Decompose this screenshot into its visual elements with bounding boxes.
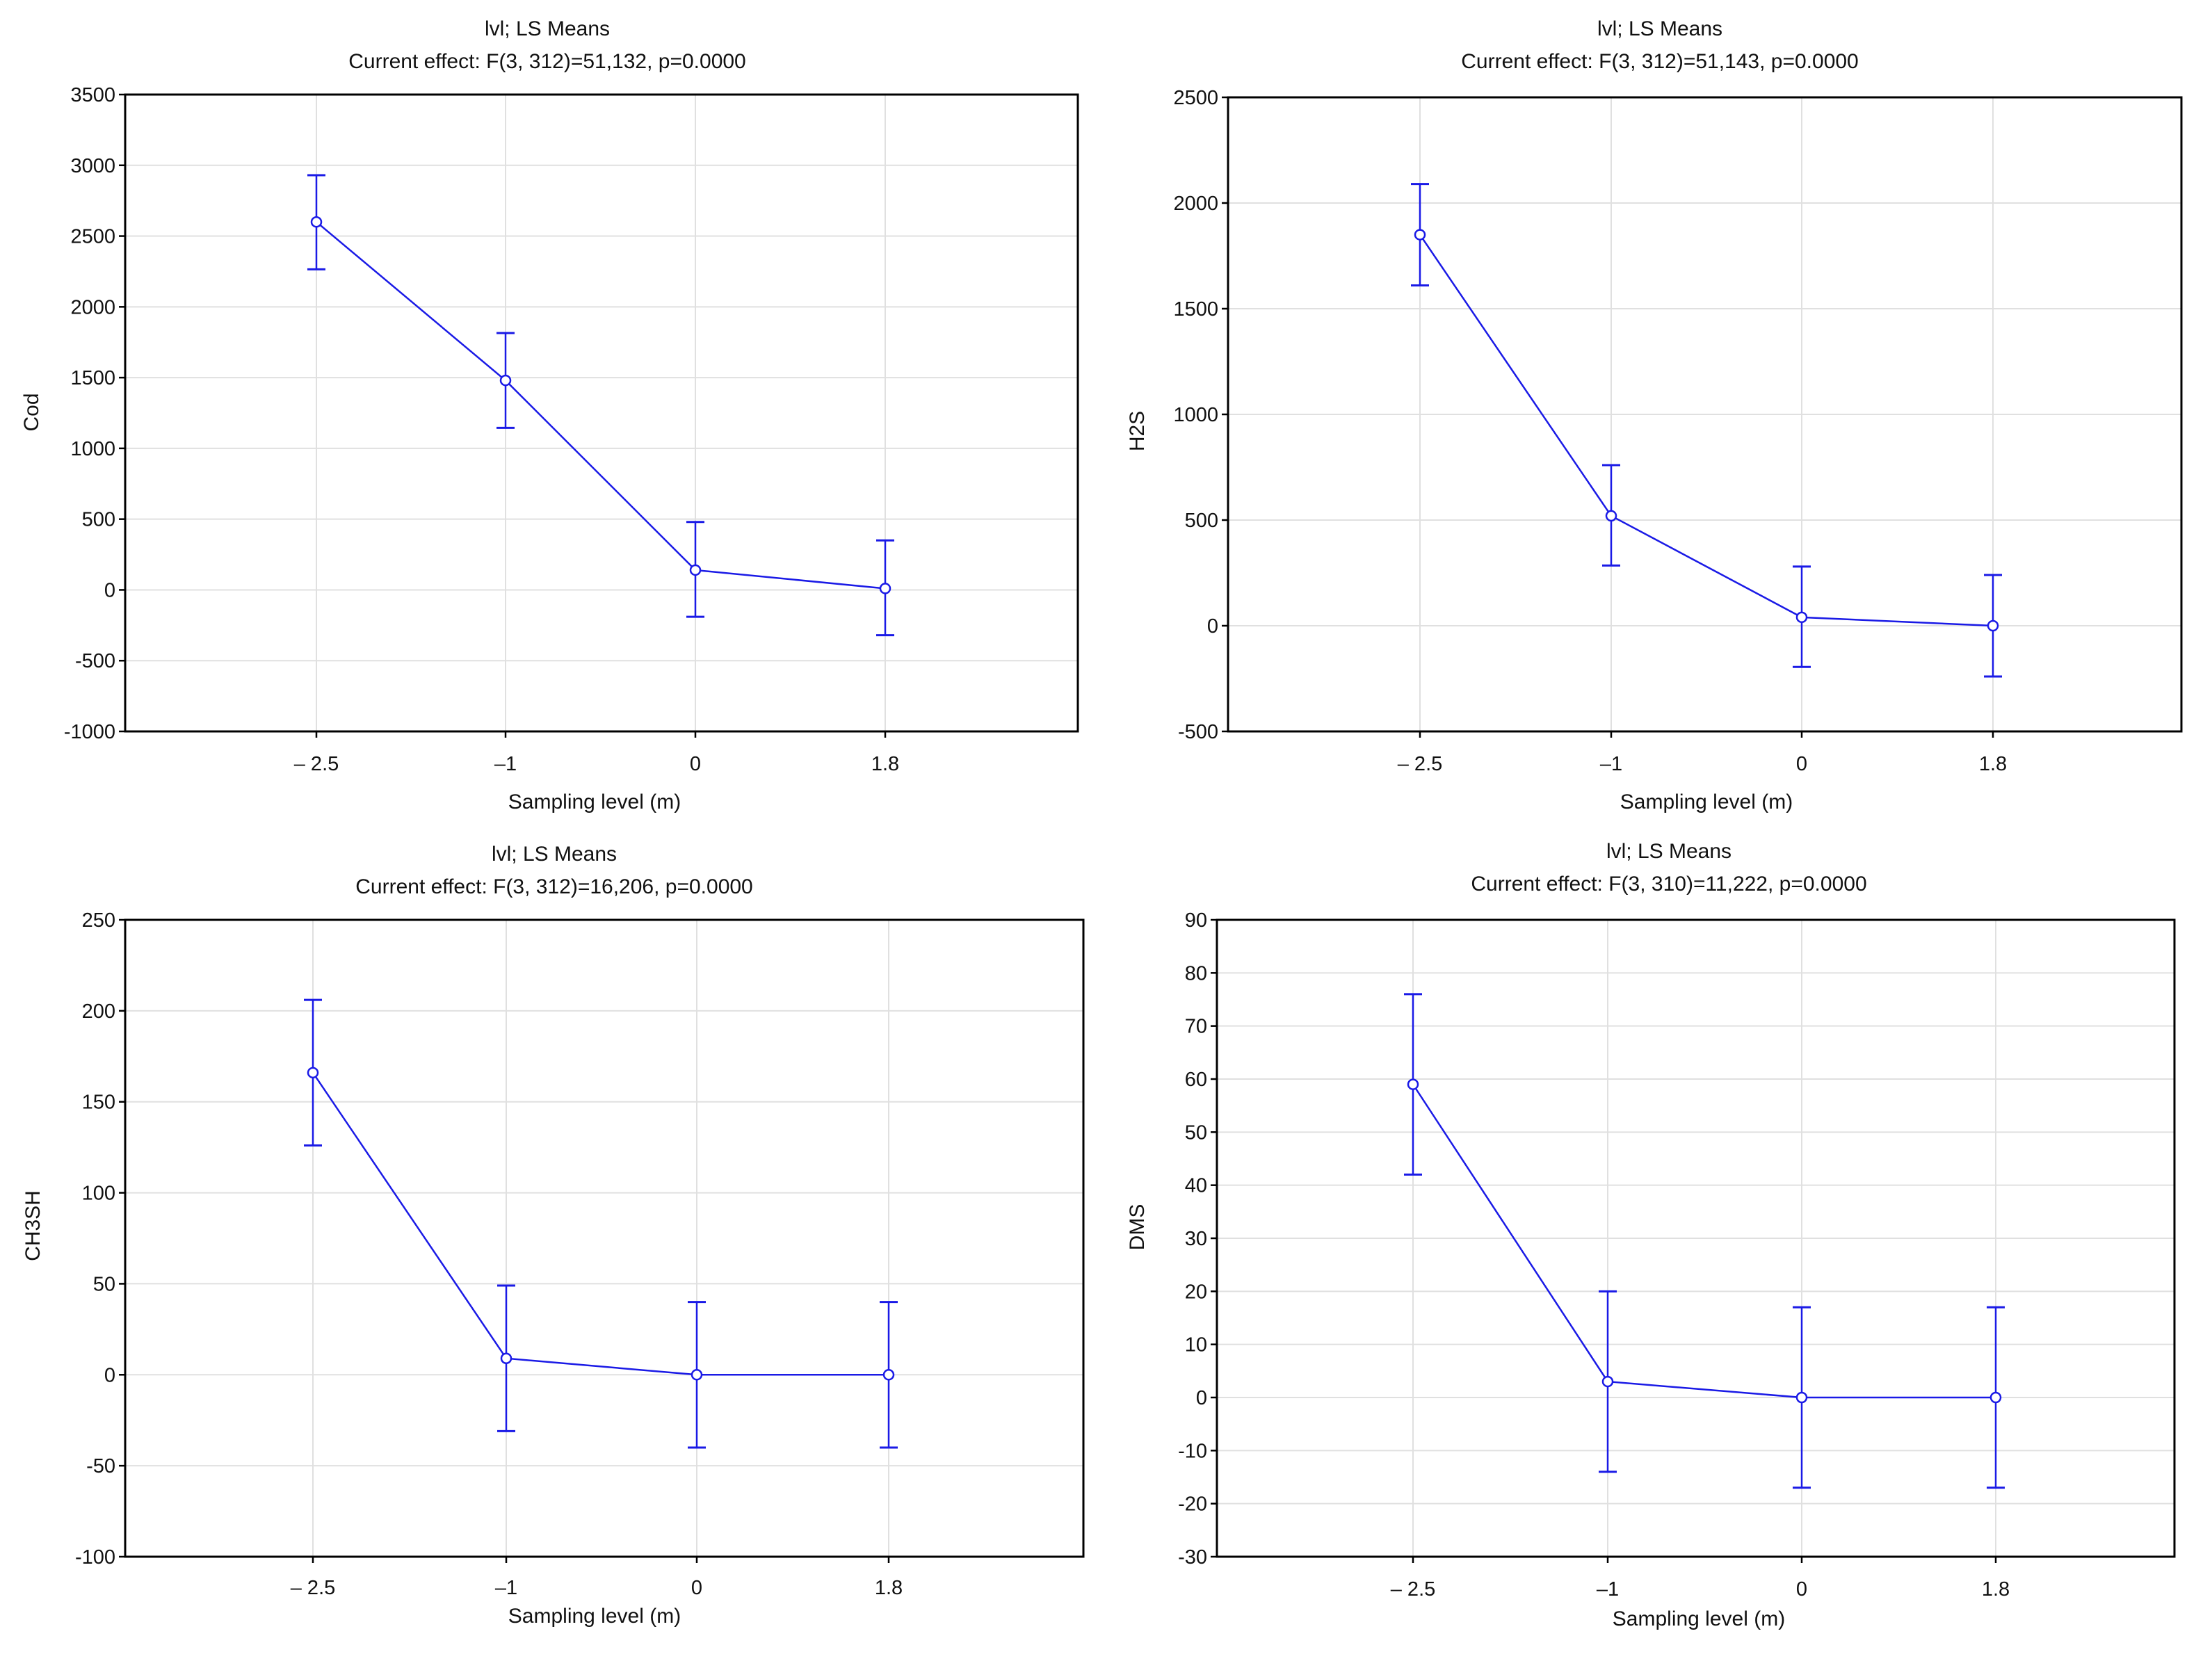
chart-subtitle: Current effect: F(3, 312)=51,143, p=0.00… [1461,50,1859,73]
y-tick-label: 1000 [70,438,115,460]
data-point [1989,1391,2002,1404]
x-axis-label: Sampling level (m) [508,791,681,813]
series-line [1419,234,1994,627]
y-axis-label: DMS [1126,1204,1149,1251]
chart-cod-svg: lvl; LS Means Current effect: F(3, 312)=… [20,17,1079,813]
y-tick-label: -50 [86,1455,115,1477]
series-line [316,221,886,590]
y-tick-label: 2500 [1173,87,1218,109]
x-tick-label: 1.8 [1982,1578,2010,1601]
y-tick-label: 60 [1185,1069,1207,1091]
plot-frame [1227,96,2183,733]
chart-subtitle: Current effect: F(3, 312)=51,132, p=0.00… [348,50,746,73]
data-point [500,1352,512,1364]
y-tick-label: 0 [1207,615,1218,638]
chart-dms-svg: lvl; LS Means Current effect: F(3, 310)=… [1126,840,2176,1630]
x-axis-label: Sampling level (m) [1613,1607,1785,1630]
plot-frame [1216,918,2176,1558]
x-tick-label: 1.8 [1979,753,2007,775]
x-tick-label: –1 [495,1577,517,1599]
x-tick-label: 0 [690,753,701,775]
chart-title: lvl; LS Means [485,17,610,40]
chart-title: lvl; LS Means [1597,17,1722,40]
y-tick-label: 250 [82,909,115,932]
x-tick-label: 0 [1796,1578,1807,1601]
data-point [1414,229,1426,241]
data-point [310,216,323,228]
y-tick-label: 200 [82,1000,115,1023]
data-point [1795,611,1808,624]
y-tick-label: -1000 [64,721,115,743]
y-tick-label: 1000 [1173,404,1218,426]
y-tick-label: -500 [1178,721,1218,743]
y-tick-label: 50 [93,1273,115,1295]
y-tick-label: 0 [1196,1387,1207,1409]
x-tick-label: 0 [691,1577,702,1599]
x-tick-label: –1 [494,753,517,775]
y-tick-label: 500 [1185,510,1218,532]
y-tick-label: -30 [1178,1546,1207,1569]
x-tick-label: 1.8 [875,1577,903,1599]
y-tick-label: -100 [75,1546,115,1569]
data-point [882,1369,895,1381]
data-point [1605,510,1617,522]
x-tick-label: – 2.5 [1398,753,1443,775]
data-point [1795,1391,1808,1404]
chart-subtitle: Current effect: F(3, 310)=11,222, p=0.00… [1471,873,1866,896]
y-tick-label: 0 [104,1364,115,1386]
chart-subtitle: Current effect: F(3, 312)=16,206, p=0.00… [355,875,753,898]
y-tick-label: 2000 [70,296,115,318]
y-tick-label: 500 [82,509,115,531]
x-tick-label: – 2.5 [291,1577,336,1599]
y-axis-label: Cod [20,393,43,431]
x-axis-label: Sampling level (m) [1620,791,1793,813]
y-tick-label: -20 [1178,1493,1207,1516]
y-tick-label: 10 [1185,1334,1207,1356]
data-point [1987,619,1999,632]
y-axis-label: CH3SH [22,1190,45,1261]
y-tick-label: 1500 [1173,298,1218,321]
x-tick-label: –1 [1600,753,1622,775]
y-tick-label: 2500 [70,226,115,248]
data-point [1407,1078,1419,1090]
chart-title: lvl; LS Means [1606,840,1731,863]
y-tick-label: 30 [1185,1228,1207,1250]
y-tick-label: 1500 [70,367,115,389]
y-tick-label: 2000 [1173,193,1218,215]
y-tick-label: 50 [1185,1121,1207,1144]
x-tick-label: –1 [1597,1578,1619,1601]
x-axis-label: Sampling level (m) [508,1605,681,1628]
plot-frame [124,93,1079,733]
data-point [691,1369,703,1381]
series-line [312,1072,889,1376]
y-tick-label: -10 [1178,1440,1207,1462]
y-tick-label: 20 [1185,1281,1207,1303]
y-axis-label: H2S [1126,411,1149,451]
y-tick-label: 40 [1185,1175,1207,1197]
x-tick-label: – 2.5 [294,753,339,775]
chart-h2s-svg: lvl; LS Means Current effect: F(3, 312)=… [1126,17,2183,813]
data-point [689,564,702,576]
chart-title: lvl; LS Means [492,843,617,866]
x-tick-label: 1.8 [871,753,899,775]
y-tick-label: 3000 [70,155,115,177]
data-point [499,374,512,387]
y-tick-label: 3500 [70,84,115,106]
y-tick-label: 90 [1185,909,1207,932]
series-line [1412,1083,1996,1399]
x-tick-label: 0 [1796,753,1807,775]
y-tick-label: 100 [82,1183,115,1205]
y-tick-label: 70 [1185,1016,1207,1038]
chart-ch3sh-svg: lvl; LS Means Current effect: F(3, 312)=… [22,843,1085,1628]
plot-frame [124,918,1085,1558]
y-tick-label: -500 [75,650,115,672]
y-tick-label: 0 [104,579,115,601]
data-point [879,583,891,594]
data-point [307,1067,319,1079]
y-tick-label: 80 [1185,962,1207,985]
data-point [1601,1375,1614,1388]
y-tick-label: 150 [82,1092,115,1114]
x-tick-label: – 2.5 [1391,1578,1436,1601]
